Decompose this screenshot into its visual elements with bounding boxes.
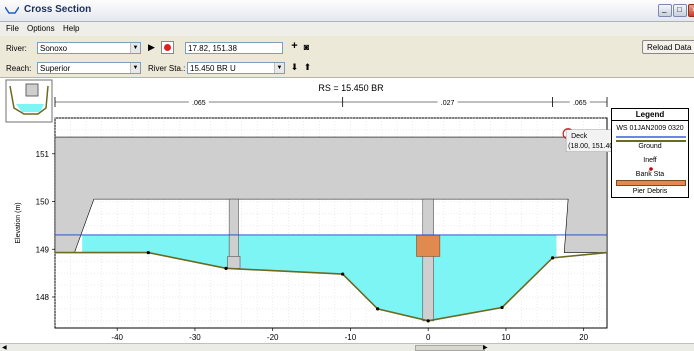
reach-value: Superior [40,64,71,73]
coordinates-field[interactable]: 17.82, 151.38 [185,42,283,54]
legend-swatch-ground [616,140,686,142]
y-tick-label: 150 [36,198,50,207]
y-tick-label: 148 [36,293,50,302]
ground-point [376,307,380,311]
x-tick-label: 10 [501,333,510,342]
arrow-up-icon: ⬆ [303,62,312,72]
legend: Legend WS 01JAN2009 0320 Ground Ineff Ba… [611,108,689,198]
menu-file[interactable]: File [6,24,19,33]
next-station-up-button[interactable]: ⬆ [301,61,314,74]
cross-section-chart[interactable]: -40-30-20-1001020148149150151Station (m)… [0,78,694,351]
reach-label: Reach: [6,64,32,73]
play-icon: ▶ [148,42,155,52]
x-tick-label: -20 [267,333,279,342]
horizontal-scrollbar[interactable]: ◀ ▶ [0,343,694,351]
camera-icon: ◙ [303,42,310,52]
scroll-left-icon[interactable]: ◀ [2,345,7,351]
reload-data-button[interactable]: Reload Data [642,40,694,54]
pier-debris [416,234,441,257]
tooltip-value: (18.00, 151.40) [568,143,615,150]
x-tick-label: -40 [111,333,123,342]
minimize-icon: _ [662,4,667,13]
ground-point [341,272,345,276]
tooltip-label: Deck [571,133,587,140]
arrow-down-icon: ⬇ [290,62,299,72]
camera-button[interactable]: ◙ [300,41,313,54]
add-button[interactable]: + [288,40,301,53]
menu-bar: File Options Help [0,22,694,36]
mannings-label: .065 [192,100,206,107]
scroll-thumb[interactable] [415,345,485,351]
thumbnail-preview[interactable] [5,79,53,123]
title-bar: Cross Section _ □ × [0,0,694,22]
ground-point [426,319,430,323]
play-button[interactable]: ▶ [145,41,158,54]
mannings-label-bg [437,97,458,106]
legend-entry-bank: Bank Sta [635,171,665,178]
river-sta-label: River Sta.: [148,64,186,73]
pier-center [422,198,434,322]
coordinates-value: 17.82, 151.38 [188,44,237,53]
window-title: Cross Section [24,4,92,15]
pier-left-footing [227,256,241,269]
x-tick-label: 20 [579,333,588,342]
next-station-down-button[interactable]: ⬇ [288,61,301,74]
toolbar: River: Sonoxo ▼ ▶ 17.82, 151.38 + ◙ Reac… [0,36,694,78]
ground-point [500,305,504,310]
river-sta-value: 15.450 BR U [190,64,236,73]
close-button[interactable]: × [688,4,694,17]
legend-swatch-debris [616,180,686,186]
chevron-down-icon: ▼ [130,63,140,73]
ground-point [550,256,555,260]
close-icon: × [692,5,694,14]
river-select[interactable]: Sonoxo ▼ [37,42,141,54]
y-tick-label: 151 [36,150,50,159]
maximize-button[interactable]: □ [673,4,687,17]
mannings-label: .027 [441,100,455,107]
legend-title: Legend [612,110,688,121]
x-tick-label: 0 [426,333,431,342]
river-label: River: [6,44,27,53]
record-button[interactable] [161,41,174,54]
add-icon: + [291,40,298,52]
x-tick-label: -10 [345,333,357,342]
legend-entry-ground: Ground [638,143,662,150]
river-sta-select[interactable]: 15.450 BR U ▼ [187,62,285,74]
chevron-down-icon: ▼ [130,43,140,53]
scroll-right-icon[interactable]: ▶ [483,345,488,351]
cross-section-icon [5,6,19,14]
record-icon [164,44,171,51]
menu-help[interactable]: Help [63,24,80,33]
ground-point [224,266,228,270]
mannings-label-bg [188,97,209,106]
legend-swatch-bank [649,167,653,171]
ground-point [146,250,150,255]
chevron-down-icon: ▼ [274,63,284,73]
legend-entry-ws: WS 01JAN2009 0320 [616,125,684,132]
menu-options[interactable]: Options [27,24,55,33]
legend-swatch-ws [616,136,686,138]
y-tick-label: 149 [36,245,50,254]
mannings-label-bg [569,97,590,106]
x-tick-label: -30 [189,333,201,342]
y-axis-label: Elevation (m) [15,202,22,243]
mannings-label: .065 [573,100,587,107]
maximize-icon: □ [677,5,682,14]
legend-entry-ineff: Ineff [643,157,657,164]
minimize-button[interactable]: _ [658,4,672,17]
chart-title: RS = 15.450 BR [318,83,384,93]
reach-select[interactable]: Superior ▼ [37,62,141,74]
cross-section-plot-area: -40-30-20-1001020148149150151Station (m)… [0,78,694,351]
river-value: Sonoxo [40,44,68,53]
legend-entry-debris: Pier Debris [632,188,668,195]
